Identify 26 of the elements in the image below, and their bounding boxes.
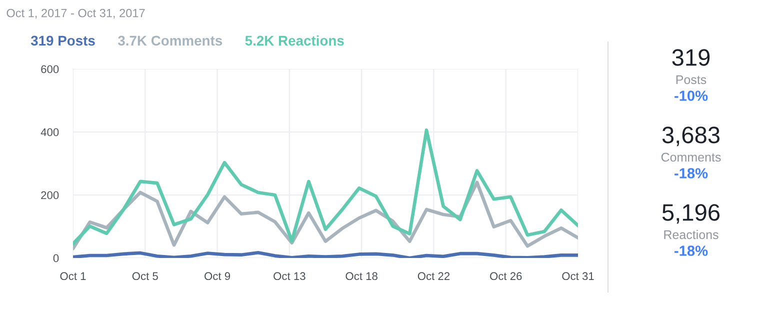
text: 5,196: [662, 204, 720, 224]
x-tick-label: Oct 9: [204, 272, 230, 280]
y-tick-label: 400: [40, 128, 59, 136]
x-tick-label: Oct 5: [132, 272, 158, 280]
text: -10%: [674, 90, 708, 101]
y-tick-label: 0: [53, 254, 59, 262]
x-tick-label: Oct 22: [418, 272, 450, 280]
text: Comments: [661, 152, 721, 162]
text: 3.7K Comments: [118, 36, 222, 46]
text: -18%: [674, 168, 708, 178]
line-series: [73, 128, 578, 246]
x-tick-label: Oct 13: [274, 272, 306, 280]
x-tick-label: Oct 26: [490, 272, 522, 280]
x-tick-label: Oct 1: [60, 272, 86, 280]
text: -18%: [674, 246, 708, 256]
text: Reactions: [664, 230, 718, 240]
text: 3,683: [662, 126, 720, 146]
text: 319: [672, 49, 710, 66]
y-tick-label: 600: [41, 65, 59, 74]
text: Posts: [676, 75, 706, 84]
x-tick-label: Oct 18: [346, 272, 378, 280]
y-tick-label: 200: [41, 191, 59, 200]
text: 5.2K Reactions: [245, 35, 344, 46]
x-tick-label: Oct 31: [562, 272, 594, 280]
chart-title: Oct 1, 2017 - Oct 31, 2017: [6, 8, 145, 19]
text: 319 Posts: [30, 36, 95, 46]
